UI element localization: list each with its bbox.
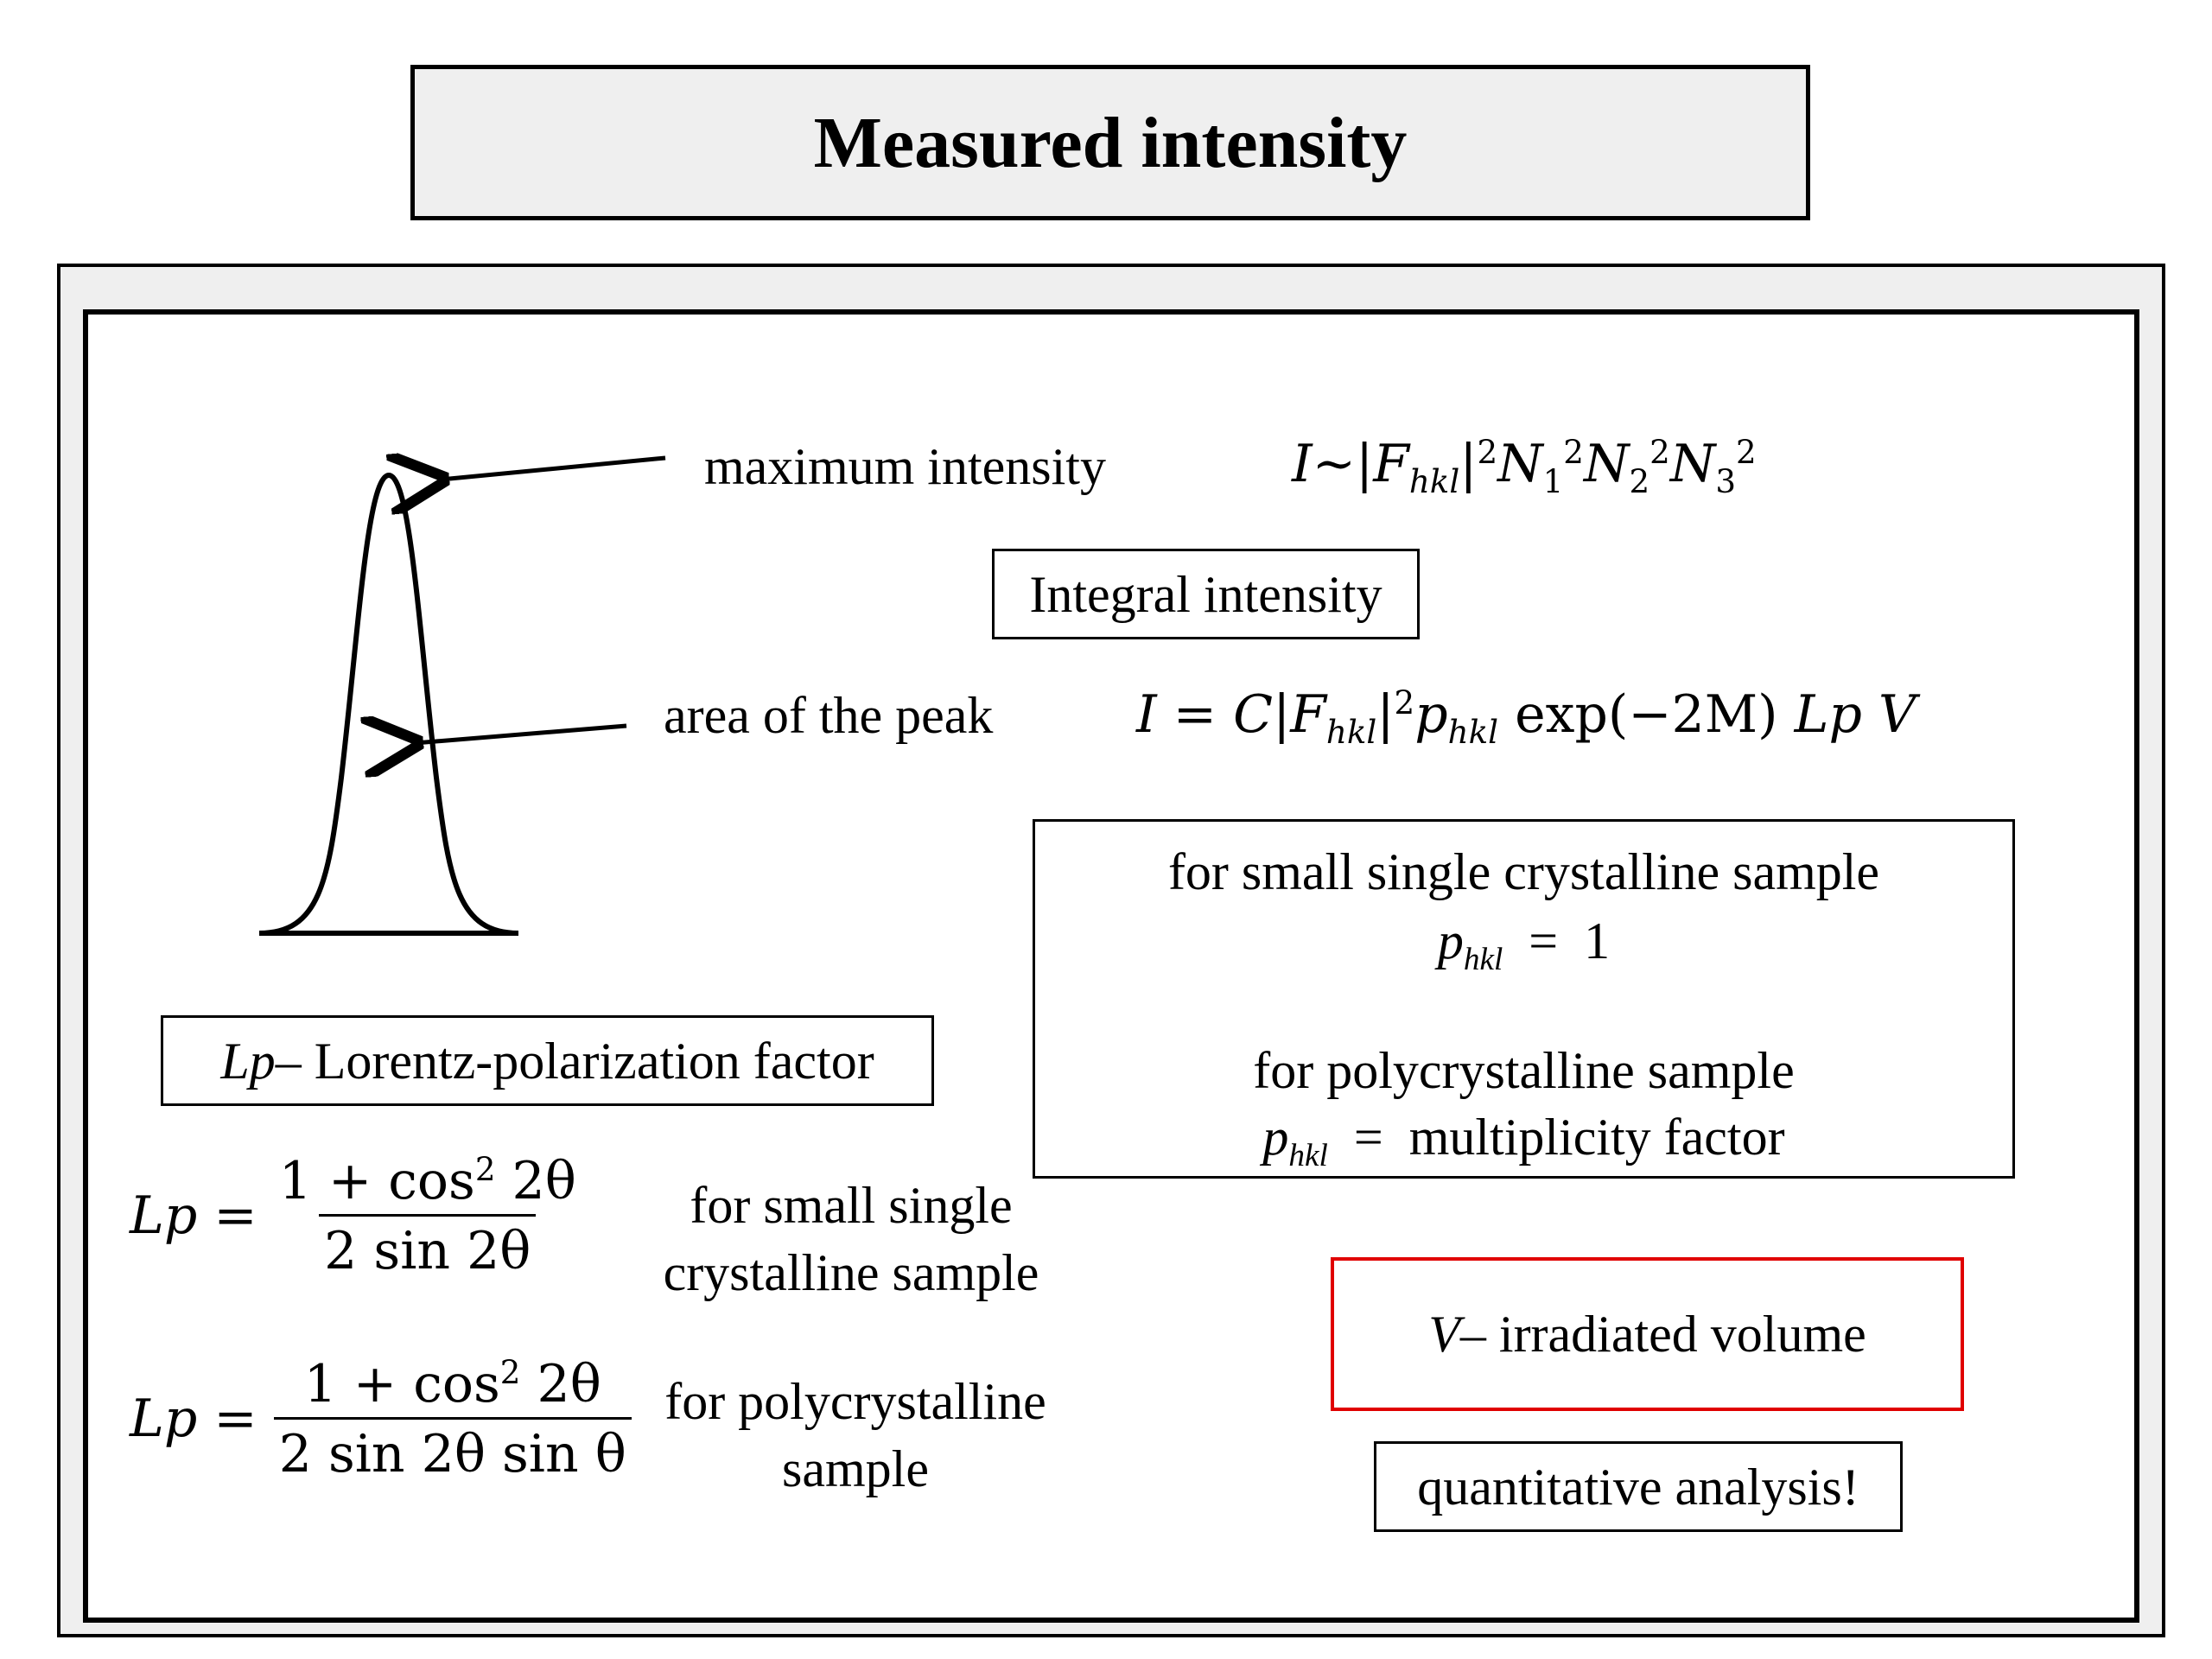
maximum-intensity-formula: I~|Fhkl|2N12N22N32 bbox=[1292, 433, 1757, 500]
single-crystal-p-equation: phkl = 1 bbox=[1437, 912, 1611, 977]
integral-intensity-box: Integral intensity bbox=[992, 549, 1420, 639]
maximum-intensity-label: maximum intensity bbox=[704, 438, 1106, 495]
lp-single-description: for small single crystalline sample bbox=[663, 1177, 1039, 1301]
area-of-peak-label: area of the peak bbox=[664, 687, 994, 744]
peak-curve bbox=[258, 472, 519, 936]
multiplicity-box: for small single crystalline sample phkl… bbox=[1033, 819, 2015, 1179]
title-box: Measured intensity bbox=[410, 65, 1810, 220]
lp-single-formula: Lp = 1 + cos2 2θ 2 sin 2θ bbox=[130, 1150, 576, 1281]
irradiated-volume-box: V – irradiated volume bbox=[1331, 1257, 1964, 1411]
single-crystal-label: for small single crystalline sample bbox=[1167, 843, 1880, 900]
maximum-arrow bbox=[441, 458, 666, 480]
quantitative-analysis-label: quantitative analysis! bbox=[1417, 1458, 1859, 1516]
peak-diagram bbox=[258, 432, 666, 936]
integral-intensity-label: Integral intensity bbox=[1029, 565, 1382, 623]
lp-poly-description: for polycrystalline sample bbox=[664, 1373, 1046, 1497]
page-title: Measured intensity bbox=[813, 102, 1408, 183]
area-arrow bbox=[415, 726, 627, 743]
quantitative-analysis-box: quantitative analysis! bbox=[1374, 1441, 1903, 1532]
lp-poly-formula: Lp = 1 + cos2 2θ 2 sin 2θ sin θ bbox=[130, 1356, 632, 1480]
lorentz-polarization-box: Lp – Lorentz-polarization factor bbox=[161, 1015, 934, 1106]
polycrystalline-p-equation: phkl = multiplicity factor bbox=[1262, 1109, 1785, 1173]
polycrystalline-label: for polycrystalline sample bbox=[1253, 1042, 1795, 1099]
integral-intensity-formula: I = C|Fhkl|2phkl exp(−2M) Lp V bbox=[1136, 683, 1916, 751]
